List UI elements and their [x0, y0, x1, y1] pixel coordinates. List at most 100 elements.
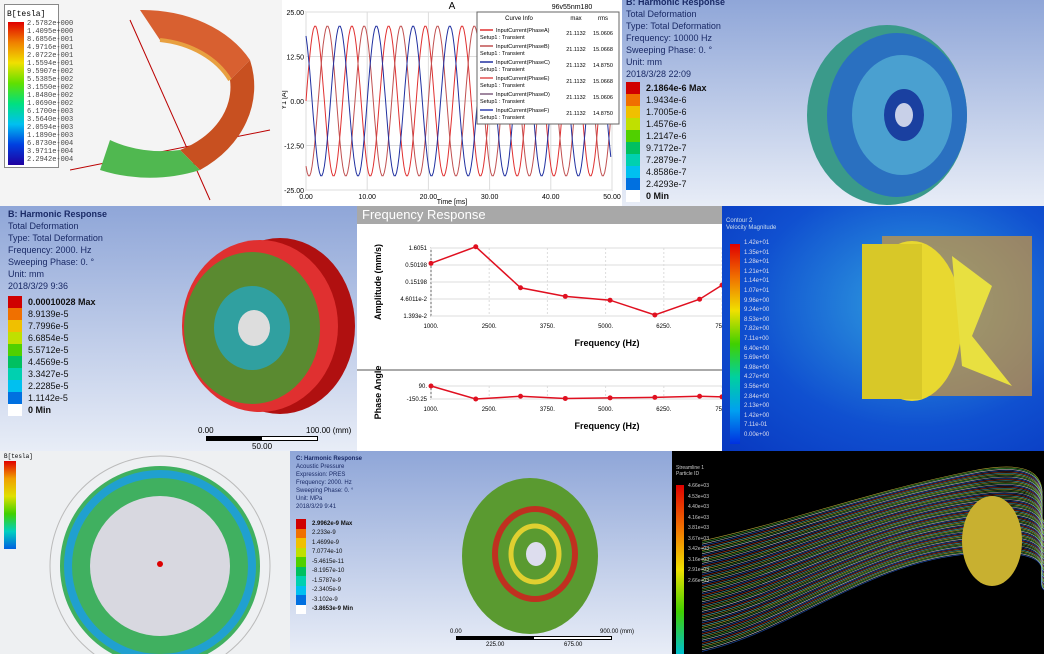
legend-max: 21.1132 [566, 31, 585, 37]
header-line: 2018/3/29 9:41 [296, 504, 337, 510]
legend-label: 5.5385e-002 [27, 76, 74, 84]
magnet-legend: 2.5782e+000 1.4095e+000 8.6856e-001 4.9716e… [27, 20, 73, 164]
streamline-legend: 4.66e+03 4.53e+03 4.40e+03 4.16e+03 3.81e+03… [688, 483, 709, 588]
legend-label: 4.98e+00 [744, 364, 770, 371]
legend-label: 1.7005e-6 [646, 107, 687, 117]
legend-series-name: InputCurrent(PhaseC) [496, 60, 550, 66]
data-point [607, 297, 613, 303]
legend-setup: Setup1 : Transient [480, 35, 525, 41]
header-line: Frequency: 2000. Hz [8, 245, 92, 255]
legend-label: 1.2147e-6 [646, 131, 687, 141]
wheel-model-image [182, 238, 355, 414]
legend-series-name: InputCurrent(PhaseE) [496, 76, 550, 82]
legend-swatch [626, 190, 640, 202]
result-legend: 2.1864e-6 Max 1.9434e-6 1.7005e-6 1.4576e-6… [626, 82, 707, 202]
legend-swatch [296, 576, 306, 586]
data-point [473, 244, 479, 250]
streamline-legend-title: Streamline 1 Particle ID [676, 465, 704, 477]
legend-row: 9.7172e-7 [626, 142, 707, 154]
x-tick-label: 1000. [423, 324, 438, 330]
legend-series-name: InputCurrent(PhaseB) [496, 44, 550, 50]
legend-swatch [296, 604, 306, 614]
legend-swatch [8, 332, 22, 344]
legend-swatch [8, 344, 22, 356]
legend-row: -1.5787e-9 [296, 576, 353, 586]
legend-row: 3.3427e-5 [8, 368, 96, 380]
contour-legend: 1.42e+01 1.35e+01 1.28e+01 1.21e+01 1.14e+01… [744, 240, 769, 441]
header-line: Sweeping Phase: 0. ° [296, 488, 354, 494]
legend-label: 0 Min [28, 405, 52, 415]
legend-label: -3.8653e-9 Min [312, 606, 354, 613]
legend-series-name: InputCurrent(PhaseD) [496, 92, 550, 98]
legend-label: 1.8480e-002 [27, 92, 74, 100]
result-legend: 2.9962e-9 Max 2.233e-9 1.4699e-9 7.0774e-10… [296, 519, 353, 614]
x-tick-label: 50.00 [603, 194, 621, 201]
legend-label: 8.9139e-5 [28, 309, 69, 319]
legend-label: 4.27e+00 [744, 374, 770, 381]
header-line: 2018/3/28 22:09 [626, 69, 692, 79]
data-point [652, 312, 658, 318]
legend-header: Curve Info [505, 16, 533, 22]
y-tick-label: 0.00 [290, 99, 304, 106]
y-tick-label: 12.50 [286, 55, 304, 62]
legend-setup: Setup1 : Transient [480, 99, 525, 105]
y-tick-label: 1.393e-2 [403, 314, 427, 320]
legend-label: 1.0690e-002 [27, 100, 74, 108]
header-line: Frequency: 10000 Hz [626, 33, 713, 43]
legend-row: 1.9434e-6 [626, 94, 707, 106]
legend-label: 7.11e-01 [744, 422, 768, 429]
current-chart: A 96v55nm18025.0012.500.00-12.50-25.000.0… [282, 1, 621, 206]
legend-label: 2.91e+03 [688, 567, 709, 573]
legend-row: 1.2147e-6 [626, 130, 707, 142]
header-line: Unit: mm [626, 57, 662, 67]
x-tick-label: 3750. [540, 407, 555, 413]
legend-box [476, 11, 620, 125]
legend-row: 7.0774e-10 [296, 547, 353, 557]
scale-bar [456, 636, 612, 640]
legend-label: 9.24e+00 [744, 307, 770, 314]
legend-label: -1.5787e-9 [312, 577, 342, 584]
legend-label: 0.00010028 Max [28, 297, 96, 307]
legend-label: 7.7996e-5 [28, 321, 69, 331]
header-line: Sweeping Phase: 0. ° [8, 257, 95, 267]
legend-row: 4.8586e-7 [626, 166, 707, 178]
acoustic-disc-panel: C: Harmonic Response Acoustic Pressure Exp… [290, 451, 672, 654]
legend-label: 5.5712e-5 [28, 345, 69, 355]
legend-label: 2.9962e-9 Max [312, 520, 353, 527]
legend-max: 21.1132 [566, 47, 585, 53]
data-point [607, 395, 613, 401]
series-line [430, 245, 722, 316]
legend-label: 1.1890e-003 [27, 132, 74, 140]
legend-swatch [8, 308, 22, 320]
ring-field-panel: B[tesla] [0, 451, 290, 654]
chart-subtitle: 96v55nm180 [552, 4, 593, 11]
legend-label: 3.42e+03 [688, 546, 709, 552]
chart-legend: Curve Info max rmsInputCurrent(PhaseA)Setu… [476, 11, 620, 125]
legend-label: 9.7172e-7 [646, 143, 687, 153]
legend-swatch [626, 82, 640, 94]
legend-row: 6.6854e-5 [8, 332, 96, 344]
legend-label: 3.56e+00 [744, 383, 770, 390]
scale-left: 0.00 [450, 629, 462, 635]
y-tick-label: 4.6011e-2 [400, 297, 427, 303]
legend-label: -8.1957e-10 [312, 568, 345, 575]
y-axis-label: Phase Angle [373, 366, 383, 420]
legend-row: 2.1864e-6 Max [626, 82, 707, 94]
legend-label: 1.14e+01 [744, 278, 770, 285]
legend-setup: Setup1 : Transient [480, 51, 525, 57]
legend-label: 2.4293e-7 [646, 179, 687, 189]
legend-label: 1.4095e+000 [27, 28, 74, 36]
legend-title: Streamline 1 [676, 465, 705, 471]
legend-row: 0.00010028 Max [8, 296, 96, 308]
legend-title: Particle ID [676, 471, 700, 477]
x-tick-label: 6250. [656, 407, 671, 413]
legend-swatch [8, 380, 22, 392]
scale-mid1: 225.00 [486, 642, 505, 648]
frequency-response-panel: Frequency Response 1.6051 0.50198 0.15198 4… [357, 206, 722, 451]
header-line: Acoustic Pressure [296, 464, 345, 470]
data-point [562, 395, 568, 401]
header-line: Frequency: 2000. Hz [296, 480, 352, 486]
data-point [697, 296, 703, 302]
legend-label: 0.00e+00 [744, 431, 770, 438]
x-tick-label: 2500. [482, 324, 497, 330]
